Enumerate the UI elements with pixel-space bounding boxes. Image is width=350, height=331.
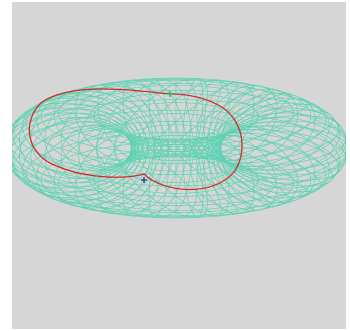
mesh-parallel: [120, 151, 232, 183]
end-marker-icon[interactable]: [141, 177, 147, 183]
mesh-diagonal: [12, 99, 150, 164]
mesh-diagonal: [148, 78, 346, 171]
mesh-diagonal: [12, 132, 150, 197]
mesh-diagonal: [175, 79, 346, 176]
mesh-diagonal: [30, 119, 133, 192]
mesh-diagonal: [44, 108, 132, 183]
torus-scene[interactable]: [12, 2, 346, 329]
mesh-diagonal: [36, 84, 298, 158]
mesh-diagonal: [216, 109, 333, 212]
mesh-diagonal: [219, 103, 322, 208]
viewport-3d[interactable]: [12, 2, 346, 329]
mesh-diagonal: [22, 138, 278, 209]
mesh-diagonal: [12, 138, 255, 205]
mesh-diagonal: [36, 138, 298, 212]
scene-background: [12, 2, 346, 329]
mesh-diagonal: [97, 78, 340, 164]
start-marker-icon[interactable]: [167, 91, 173, 97]
mesh-diagonal: [122, 77, 346, 167]
mesh-diagonal: [12, 99, 204, 160]
mesh-diagonal: [220, 98, 308, 203]
mesh-diagonal: [216, 84, 333, 187]
mesh-diagonal: [30, 104, 133, 177]
mesh-diagonal: [175, 120, 346, 217]
mesh-parallel: [58, 79, 294, 147]
geodesic-curve: [28, 88, 243, 191]
mesh-diagonal: [12, 91, 255, 158]
mesh-diagonal: [12, 95, 230, 158]
mesh-diagonal: [54, 81, 316, 160]
mesh-parallel: [120, 113, 232, 145]
mesh-parallel: [58, 149, 294, 217]
mesh-diagonal: [12, 135, 177, 197]
mesh-diagonal: [122, 129, 346, 219]
mesh-parallel: [12, 99, 346, 197]
mesh-diagonal: [97, 132, 340, 218]
mesh-diagonal: [12, 136, 204, 197]
mesh-diagonal: [74, 135, 330, 217]
mesh-diagonal: [74, 79, 330, 161]
wireframe-torus-icon: [12, 77, 346, 219]
mesh-diagonal: [202, 115, 342, 215]
mesh-diagonal: [202, 81, 342, 181]
mesh-diagonal: [54, 136, 316, 215]
mesh-diagonal: [12, 99, 177, 161]
